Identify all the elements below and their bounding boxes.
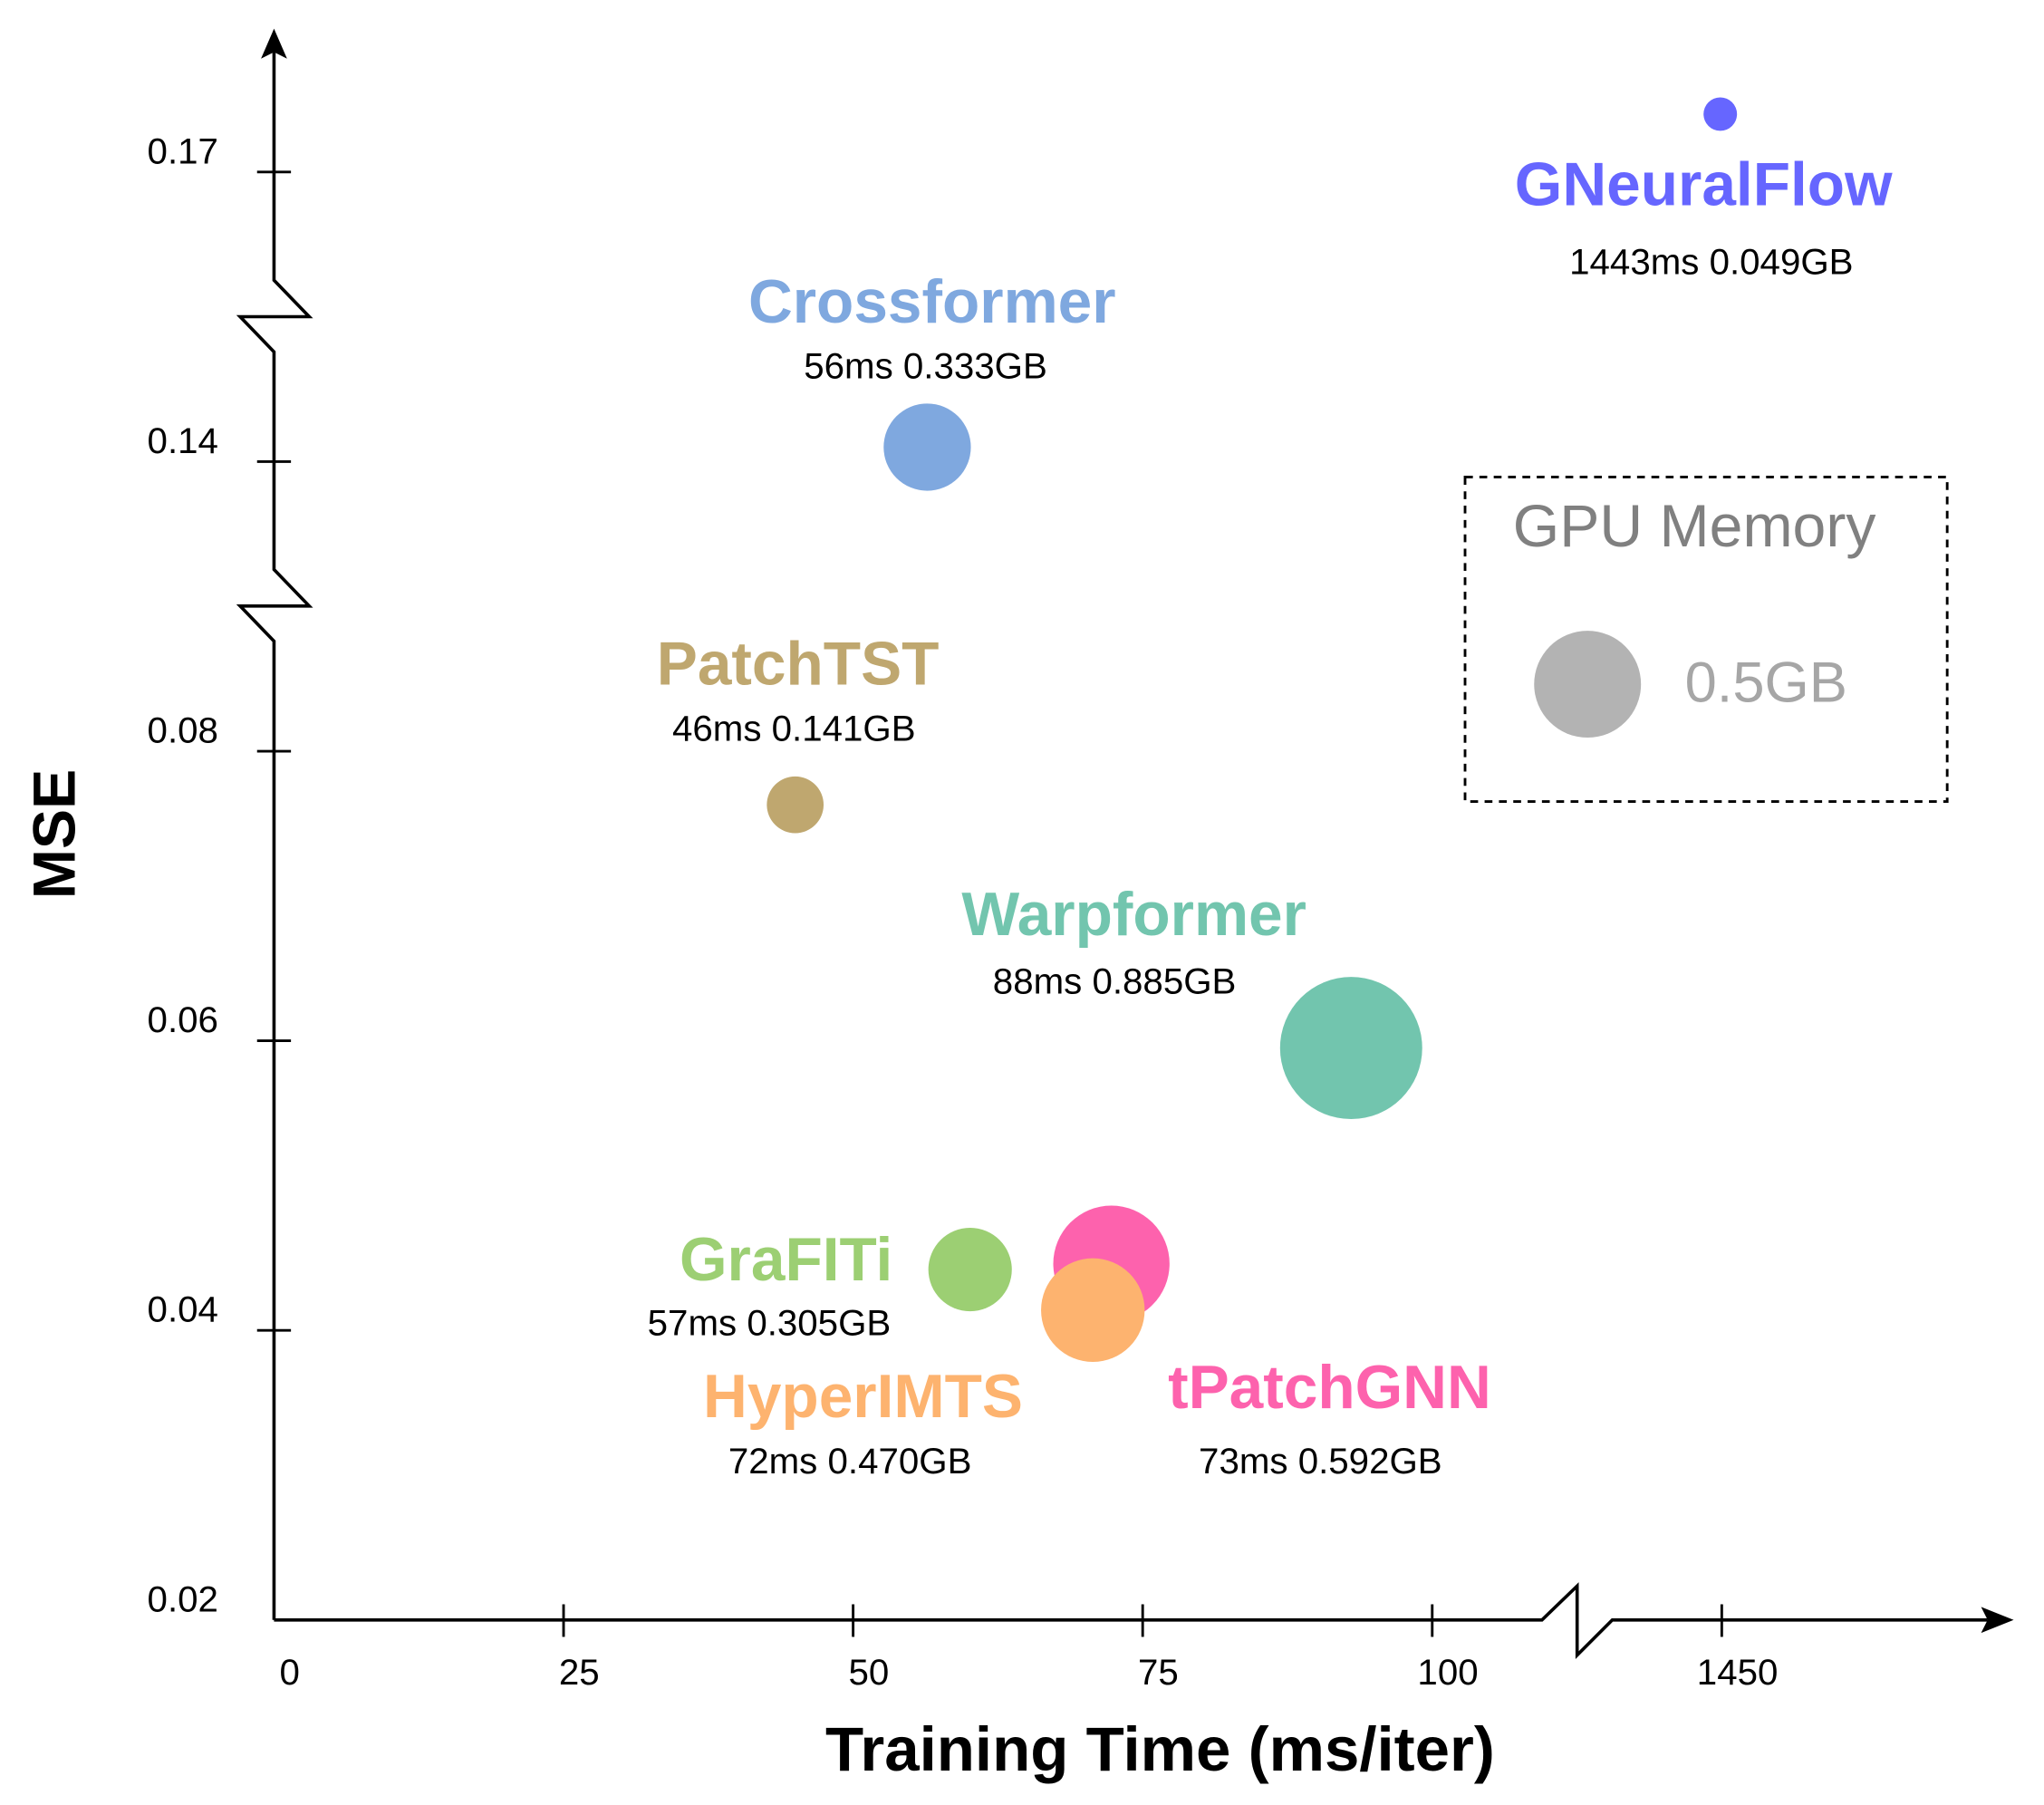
bubble <box>883 403 971 491</box>
y-axis <box>236 52 313 1620</box>
y-axis-title: MSE <box>22 769 89 899</box>
legend-box <box>1463 475 1949 803</box>
y-tick-label: 0.04 <box>148 1289 218 1330</box>
y-tick-label: 0.14 <box>148 420 218 461</box>
x-axis-arrow <box>1981 1607 2014 1634</box>
point-annotation: 57ms 0.305GB <box>648 1302 892 1343</box>
bubble <box>928 1228 1012 1312</box>
series-label: PatchTST <box>657 631 940 699</box>
series-label: Crossformer <box>748 268 1116 336</box>
y-tick-label: 0.17 <box>148 130 218 171</box>
x-tick-label: 100 <box>1417 1652 1478 1693</box>
legend-bubble <box>1534 631 1642 738</box>
bubble <box>766 776 824 834</box>
point-annotation: 72ms 0.470GB <box>728 1441 972 1482</box>
y-tick-label: 0.08 <box>148 710 218 751</box>
legend-title: GPU Memory <box>1513 493 1876 560</box>
series-label: tPatchGNN <box>1168 1354 1491 1422</box>
series-label: GNeuralFlow <box>1515 150 1893 218</box>
bubble <box>1279 977 1422 1120</box>
x-tick-label: 1450 <box>1697 1652 1779 1693</box>
point-annotation: 1443ms 0.049GB <box>1569 242 1853 283</box>
series-label: Warpformer <box>961 881 1306 949</box>
x-tick-label: 50 <box>848 1652 889 1693</box>
point-annotation: 73ms 0.592GB <box>1199 1441 1442 1482</box>
x-tick-label: 0 <box>279 1652 299 1693</box>
series-label: GraFITi <box>680 1226 892 1294</box>
x-axis-title: Training Time (ms/iter) <box>825 1714 1495 1784</box>
series-label: HyperIMTS <box>703 1363 1023 1431</box>
bubble <box>1703 97 1738 131</box>
x-axis <box>274 1582 1988 1659</box>
y-axis-arrow <box>261 28 287 59</box>
legend-size-label: 0.5GB <box>1685 652 1847 715</box>
y-tick-label: 0.06 <box>148 999 218 1040</box>
x-tick-label: 75 <box>1138 1652 1179 1693</box>
point-annotation: 46ms 0.141GB <box>672 709 916 749</box>
point-annotation: 88ms 0.885GB <box>993 961 1237 1002</box>
point-annotation: 56ms 0.333GB <box>804 346 1047 387</box>
y-tick-label: 0.02 <box>148 1578 218 1619</box>
bubble <box>1041 1258 1145 1362</box>
x-tick-label: 25 <box>559 1652 600 1693</box>
